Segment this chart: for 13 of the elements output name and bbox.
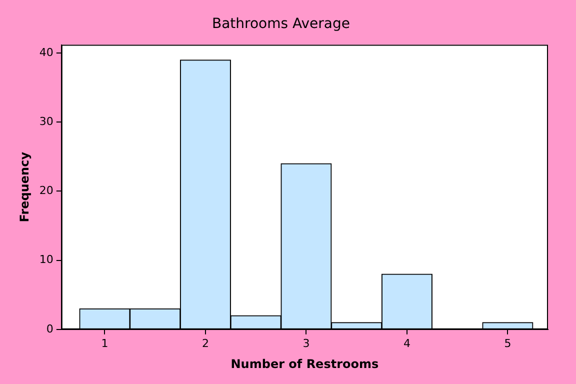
x-tick-label: 1	[101, 336, 108, 350]
y-tick-label: 10	[39, 253, 54, 266]
y-tick-label: 20	[39, 184, 54, 198]
x-tick-label: 2	[202, 336, 209, 350]
y-axis-title: Frequency	[17, 152, 32, 222]
y-tick-label: 0	[46, 322, 54, 336]
x-tick-label: 4	[403, 336, 410, 350]
x-tick-label: 3	[302, 336, 310, 350]
x-tick-label: 5	[504, 336, 512, 350]
y-tick-label: 30	[39, 115, 54, 128]
chart-title: Bathrooms Average	[212, 16, 350, 32]
y-tick-label: 40	[39, 46, 54, 59]
x-axis-title: Number of Restrooms	[230, 356, 379, 371]
